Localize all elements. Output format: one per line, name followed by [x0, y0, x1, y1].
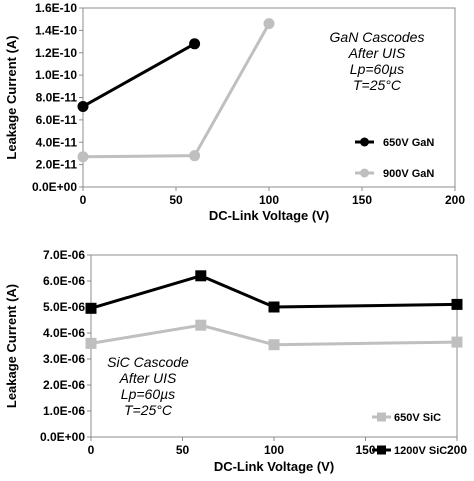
- data-point: [189, 150, 201, 162]
- y-tick-label: 0.0E+00: [32, 180, 77, 194]
- y-tick-label: 4.0E-06: [43, 326, 85, 340]
- x-tick-label: 50: [169, 193, 183, 207]
- y-tick-label: 8.0E-11: [36, 91, 78, 105]
- legend-marker: [377, 412, 386, 422]
- data-point: [85, 302, 97, 314]
- data-point: [77, 151, 89, 163]
- y-axis-title: Leakage Current (A): [4, 35, 19, 159]
- legend-label: 650V SiC: [394, 412, 441, 424]
- y-tick-label: 2.0E-11: [36, 158, 78, 172]
- y-tick-label: 0.0E+00: [40, 430, 85, 444]
- gan-chart: 0.0E+00 2.0E-11 4.0E-11 6.0E-11 8.0E-11 1.0E-…: [4, 1, 465, 223]
- annotation-line: Lp=60µs: [350, 61, 404, 77]
- x-tick-label: 200: [447, 443, 467, 457]
- x-tick-label: 150: [355, 443, 375, 457]
- data-point: [263, 18, 275, 30]
- data-point: [195, 270, 207, 282]
- legend-marker: [360, 137, 369, 147]
- x-tick-label: 0: [80, 193, 87, 207]
- y-tick-label: 1.0E-06: [43, 404, 85, 418]
- x-axis-title: DC-Link Voltage (V): [214, 459, 334, 474]
- y-tick-label: 2.0E-06: [43, 378, 85, 392]
- x-tick-label: 150: [352, 193, 372, 207]
- legend-label: 900V GaN: [383, 168, 434, 180]
- y-tick-label: 7.0E-06: [43, 248, 85, 262]
- series-line: [90, 323, 458, 347]
- data-point: [451, 298, 463, 310]
- data-point: [195, 319, 207, 331]
- annotation-line: SiC Cascode: [107, 354, 189, 370]
- y-axis-title: Leakage Current (A): [4, 284, 19, 408]
- y-tick-label: 6.0E-06: [43, 274, 85, 288]
- data-point: [268, 301, 280, 313]
- y-tick-label: 4.0E-11: [36, 135, 78, 149]
- y-tick-label: 1.0E-10: [35, 68, 77, 82]
- x-tick-label: 200: [445, 193, 465, 207]
- x-tick-label: 50: [176, 443, 190, 457]
- y-tick-label: 1.6E-10: [35, 1, 77, 15]
- annotation-line: T=25°C: [124, 402, 173, 418]
- legend-marker: [377, 445, 386, 455]
- y-tick-label: 5.0E-06: [43, 300, 85, 314]
- annotation-line: T=25°C: [353, 77, 402, 93]
- x-tick-label: 100: [264, 443, 284, 457]
- legend-label: 650V GaN: [383, 137, 434, 149]
- series-line: [82, 42, 196, 108]
- y-tick-label: 1.4E-10: [35, 23, 77, 37]
- data-point: [268, 339, 280, 351]
- x-tick-label: 100: [259, 193, 279, 207]
- annotation-line: After UIS: [119, 370, 177, 386]
- annotation-line: After UIS: [348, 45, 406, 61]
- data-point: [85, 337, 97, 349]
- y-tick-label: 1.2E-10: [35, 46, 77, 60]
- x-tick-label: 0: [88, 443, 95, 457]
- x-axis-title: DC-Link Voltage (V): [209, 208, 329, 223]
- data-point: [77, 100, 89, 112]
- legend-label: 1200V SiC: [394, 445, 447, 457]
- annotation-line: Lp=60µs: [121, 386, 175, 402]
- series-line: [90, 274, 458, 310]
- legend-marker: [360, 168, 369, 178]
- data-point: [189, 38, 201, 50]
- y-tick-label: 6.0E-11: [36, 113, 78, 127]
- data-point: [451, 336, 463, 348]
- annotation-line: GaN Cascodes: [330, 29, 425, 45]
- y-tick-label: 3.0E-06: [43, 352, 85, 366]
- sic-chart: 0.0E+00 1.0E-06 2.0E-06 3.0E-06 4.0E-06 5.0E-…: [4, 248, 467, 474]
